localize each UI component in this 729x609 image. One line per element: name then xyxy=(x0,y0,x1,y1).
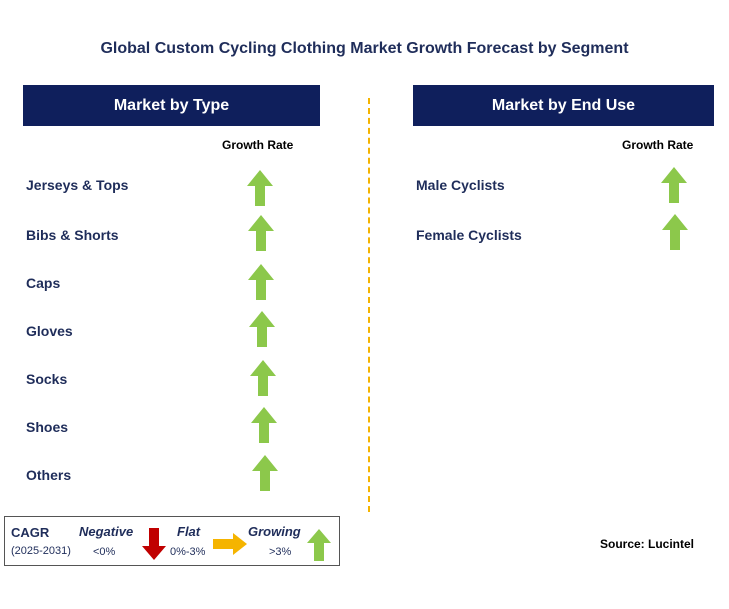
legend-period: (2025-2031) xyxy=(11,545,71,557)
legend-negative-label: Negative xyxy=(79,524,134,539)
type-label-shoes: Shoes xyxy=(26,419,69,435)
legend-growing-range: >3% xyxy=(269,546,292,558)
type-label-gloves: Gloves xyxy=(26,323,73,339)
type-label-caps: Caps xyxy=(26,275,61,291)
source-note: Source: Lucintel xyxy=(600,537,695,551)
up-arrow-icon xyxy=(250,360,276,396)
cagr-legend: CAGR (2025-2031) Negative <0% Flat 0%-3%… xyxy=(4,516,340,566)
legend-cagr-label: CAGR xyxy=(11,525,50,540)
type-label-bibs-shorts: Bibs & Shorts xyxy=(26,227,119,243)
up-arrow-icon xyxy=(249,311,275,347)
up-arrow-icon xyxy=(248,264,274,300)
legend-negative-range: <0% xyxy=(93,546,116,558)
type-label-others: Others xyxy=(26,467,72,483)
legend-growing-label: Growing xyxy=(248,524,301,539)
type-label-socks: Socks xyxy=(26,371,68,387)
end-use-label-male-cyclists: Male Cyclists xyxy=(416,177,505,193)
market-by-end-use-header: Market by End Use xyxy=(413,85,714,126)
growth-rate-header-right: Growth Rate xyxy=(622,138,694,152)
chart-title: Global Custom Cycling Clothing Market Gr… xyxy=(100,40,629,57)
growth-rate-header-left: Growth Rate xyxy=(222,138,294,152)
up-arrow-icon xyxy=(251,407,277,443)
market-by-type-header: Market by Type xyxy=(23,85,320,126)
up-arrow-icon xyxy=(248,215,274,251)
right-arrow-icon xyxy=(213,533,247,555)
type-label-jerseys-tops: Jerseys & Tops xyxy=(26,177,129,193)
up-arrow-icon xyxy=(307,529,331,561)
up-arrow-icon xyxy=(662,214,688,250)
end-use-label-female-cyclists: Female Cyclists xyxy=(416,227,522,243)
down-arrow-icon xyxy=(142,528,166,560)
legend-flat-range: 0%-3% xyxy=(170,546,206,558)
legend-flat-label: Flat xyxy=(177,524,201,539)
up-arrow-icon xyxy=(252,455,278,491)
up-arrow-icon xyxy=(247,170,273,206)
up-arrow-icon xyxy=(661,167,687,203)
panel-divider xyxy=(368,98,370,512)
